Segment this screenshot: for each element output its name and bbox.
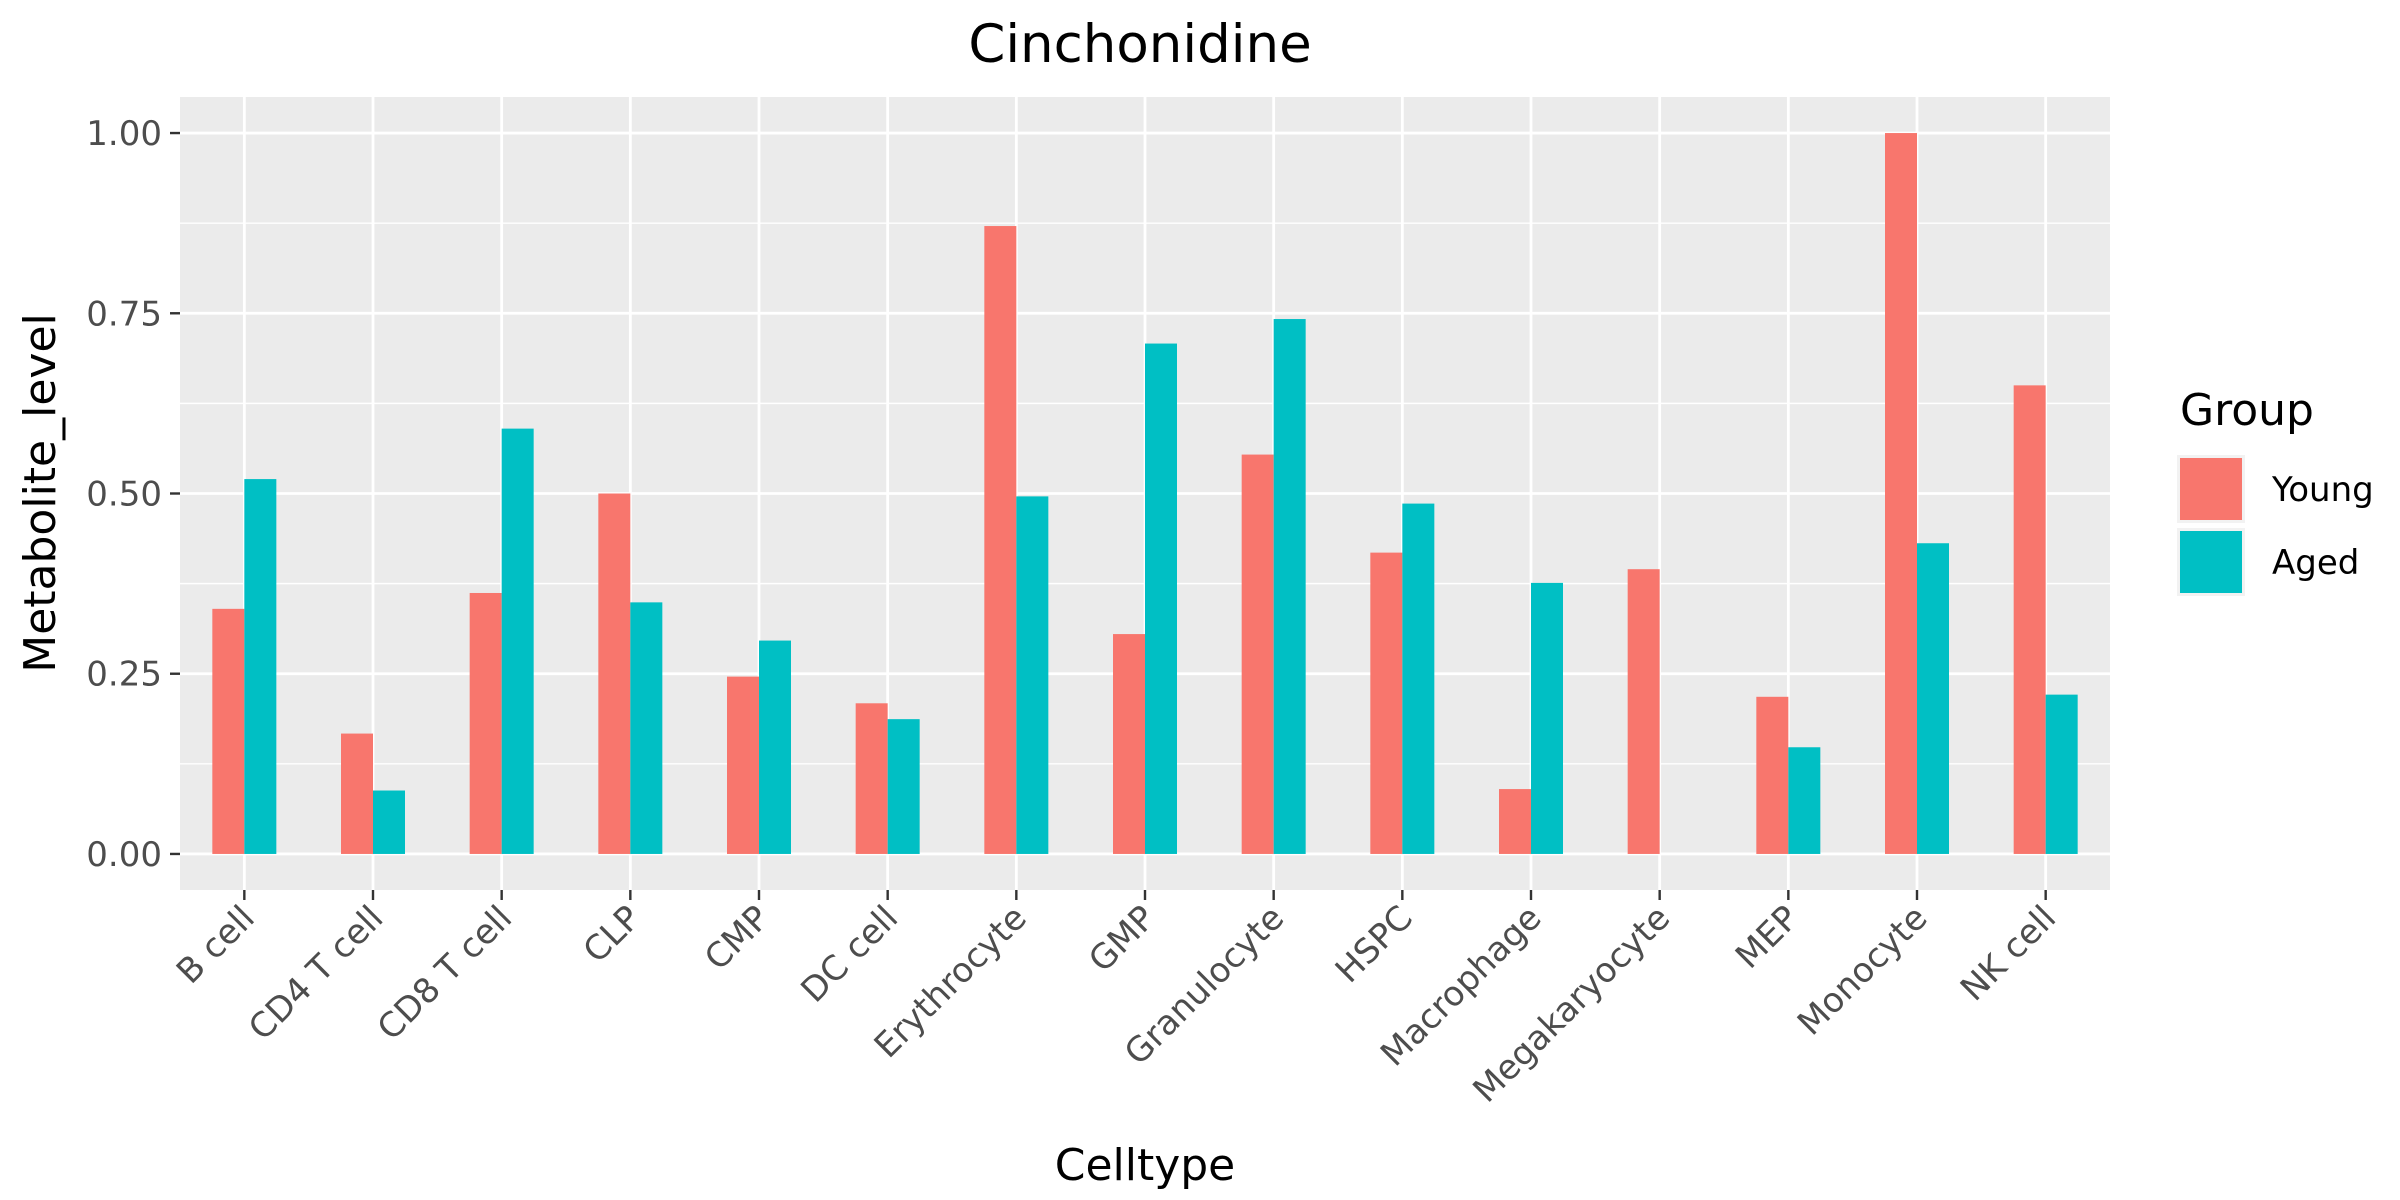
y-tick-label: 0.50 (86, 475, 162, 515)
legend-label-young: Young (2271, 470, 2374, 510)
bar-aged-mep (1788, 747, 1821, 854)
bar-young-cd4-t-cell (341, 733, 373, 854)
bar-aged-granulocyte (1273, 319, 1306, 854)
x-tick-label: Monocyte (1790, 898, 1935, 1043)
legend: Group Young Aged (2177, 385, 2374, 596)
x-tick-label: MEP (1728, 898, 1807, 977)
bar-young-granulocyte (1241, 454, 1274, 854)
bar-aged-cd4-t-cell (373, 790, 405, 854)
bar-young-gmp (1113, 634, 1145, 854)
y-axis: 0.00 0.25 0.50 0.75 1.00 (86, 114, 180, 875)
bar-aged-gmp (1145, 343, 1177, 854)
bar-young-dc-cell (855, 703, 888, 854)
bar-young-hspc (1370, 552, 1403, 854)
y-axis-title: Metabolite_level (15, 313, 66, 673)
bar-aged-cd8-t-cell (501, 428, 534, 854)
bar-aged-cmp (759, 640, 791, 854)
bars (212, 133, 2078, 854)
y-tick-label: 1.00 (86, 114, 162, 154)
legend-key-young (2180, 458, 2242, 520)
x-tick-label: DC cell (793, 898, 906, 1011)
bar-young-clp (598, 493, 631, 854)
x-tick-label: B cell (169, 898, 263, 992)
bar-aged-hspc (1402, 503, 1435, 854)
bar-aged-clp (630, 602, 663, 854)
bar-young-monocyte (1885, 133, 1917, 854)
bar-young-macrophage (1499, 789, 1531, 854)
chart-title: Cinchonidine (968, 14, 1311, 75)
x-tick-label: CLP (576, 898, 649, 971)
x-tick-label: NK cell (1953, 898, 2064, 1009)
bar-aged-monocyte (1917, 543, 1949, 854)
y-tick-label: 0.25 (86, 655, 162, 695)
bar-young-mep (1756, 696, 1789, 854)
bar-young-b-cell (212, 608, 245, 854)
bar-young-cd8-t-cell (469, 592, 502, 854)
x-tick-label: HSPC (1328, 898, 1421, 991)
bar-aged-macrophage (1531, 582, 1563, 854)
y-tick-label: 0.00 (86, 835, 162, 875)
legend-label-aged: Aged (2272, 543, 2359, 583)
bar-young-erythrocyte (984, 226, 1017, 854)
x-axis-title: Celltype (1055, 1140, 1236, 1191)
bar-aged-erythrocyte (1016, 496, 1049, 854)
legend-key-aged (2180, 531, 2242, 593)
x-tick-label: CD8 T cell (370, 898, 520, 1048)
bar-young-cmp (727, 676, 759, 854)
x-tick-label: CD4 T cell (241, 898, 391, 1048)
bar-aged-b-cell (244, 479, 277, 854)
x-tick-label: CMP (697, 898, 777, 978)
legend-title: Group (2180, 385, 2314, 436)
bar-young-megakaryocyte (1627, 569, 1660, 854)
x-tick-label: GMP (1081, 898, 1163, 980)
bar-aged-nk-cell (2045, 694, 2078, 854)
y-tick-label: 0.75 (86, 294, 162, 334)
bar-aged-dc-cell (887, 719, 920, 854)
bar-young-nk-cell (2013, 385, 2046, 854)
